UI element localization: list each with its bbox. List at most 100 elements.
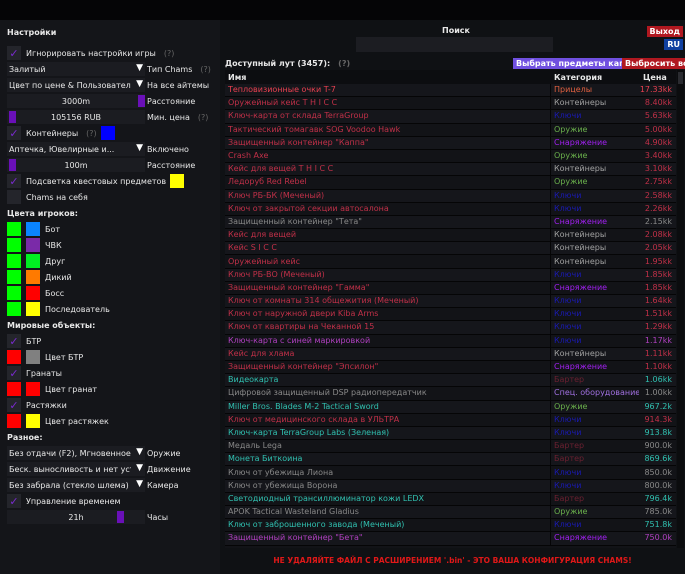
table-row[interactable]: Miller Bros. Blades M-2 Tactical Sword Ор… [225, 400, 676, 414]
quest-highlight-checkbox[interactable]: ✓ [7, 174, 21, 188]
btr-color-swatch-2[interactable] [26, 350, 40, 364]
scrollbar-thumb[interactable] [678, 72, 683, 84]
table-row[interactable]: Защищенный контейнер "Бета" Снаряжение 750… [225, 532, 676, 546]
item-price: 3.10kk [644, 164, 672, 174]
player-color-swatch[interactable] [7, 302, 21, 316]
table-row[interactable]: Защищенный контейнер "Эпсилон" Снаряжение… [225, 360, 676, 375]
table-row[interactable]: Оружейный кейс T H I C C Контейнеры 8.40kk [225, 97, 676, 111]
table-row[interactable]: Кейс для вещей T H I C C Контейнеры 3.10kk [225, 163, 676, 177]
help-icon[interactable]: (?) [163, 48, 175, 58]
quest-color-swatch[interactable] [170, 174, 185, 188]
column-price[interactable]: Цена [643, 72, 667, 82]
player-color-swatch[interactable] [7, 222, 21, 236]
movement-select[interactable]: Беск. выносливость и нет уста: ▼ [7, 462, 145, 476]
table-row[interactable]: Crash Axe Оружие 3.40kk [225, 149, 676, 164]
table-row[interactable]: Защищенный контейнер "Тета" Снаряжение 2.1… [225, 215, 676, 230]
table-row[interactable]: Ключ от закрытой секции автосалона Ключи 2… [225, 202, 676, 216]
help-icon[interactable]: (?) [86, 128, 97, 138]
table-row[interactable]: Ключ РБ-ВО (Меченый) Ключи 1.85kk [225, 268, 676, 282]
player-color-swatch-2[interactable] [26, 254, 40, 268]
help-icon[interactable]: (?) [338, 59, 351, 68]
table-row[interactable]: Видеокарта Бартер 1.06kk [225, 374, 676, 388]
table-row[interactable]: Ключ-карта с синей маркировкой Ключи 1.17k… [225, 334, 676, 348]
grenade-color-swatch[interactable] [7, 382, 21, 396]
slider-handle[interactable] [9, 159, 16, 171]
player-color-swatch[interactable] [7, 270, 21, 284]
tripwire-color-label: Цвет растяжек [45, 416, 109, 426]
distance-slider[interactable]: 3000m [7, 94, 145, 108]
player-color-swatch-2[interactable] [26, 302, 40, 316]
tripwire-color-swatch[interactable] [7, 414, 21, 428]
table-row[interactable]: Светодиодный трансиллюминатор кожи LEDX Б… [225, 492, 676, 506]
table-row[interactable]: Ключ от комнаты 314 общежития (Меченый) К… [225, 295, 676, 309]
chams-self-checkbox[interactable] [7, 190, 21, 204]
table-row[interactable]: Кейс для вещей Контейнеры 2.08kk [225, 229, 676, 243]
grenades-checkbox[interactable]: ✓ [7, 366, 21, 380]
table-row[interactable]: Защищенный контейнер "Каппа" Снаряжение 4.… [225, 136, 676, 150]
table-row[interactable]: Ключ от медицинского склада в УЛЬТРА Ключ… [225, 413, 676, 427]
chams-type-select[interactable]: Залитый ▼ [7, 62, 145, 76]
table-row[interactable]: Ключ от заброшенного завода (Меченый) Клю… [225, 519, 676, 533]
item-name: Защищенный контейнер "Каппа" [225, 136, 551, 149]
btr-checkbox[interactable]: ✓ [7, 334, 21, 348]
color-mode-select[interactable]: Цвет по цене & Пользовательс ▼ [7, 78, 145, 92]
exit-button[interactable]: Выход [646, 26, 683, 37]
player-color-swatch[interactable] [7, 254, 21, 268]
container-distance-slider[interactable]: 100m [7, 158, 145, 172]
table-row[interactable]: Тепловизионные очки T-7 Прицелы 17.33kk [225, 84, 676, 98]
table-row[interactable]: Ключ-карта TerraGroup Labs (Зеленая) Ключ… [225, 426, 676, 441]
table-row[interactable]: Защищенный контейнер "Гамма" Снаряжение 1.… [225, 281, 676, 295]
item-name: Монета Биткоина [225, 453, 551, 466]
player-color-swatch-2[interactable] [26, 270, 40, 284]
dropdown-arrow-icon: ▼ [136, 479, 143, 489]
table-row[interactable]: Кейс для хлама Контейнеры 1.11kk [225, 347, 676, 361]
table-row[interactable]: Монета Биткоина Бартер 869.6k [225, 453, 676, 467]
column-name[interactable]: Имя [228, 72, 247, 82]
table-row[interactable]: APOK Tactical Wasteland Gladius Оружие 785… [225, 506, 676, 520]
time-control-checkbox[interactable]: ✓ [7, 494, 21, 508]
item-price: 1.85kk [644, 269, 672, 279]
player-color-swatch[interactable] [7, 286, 21, 300]
table-row[interactable]: Ключ от убежища Лиона Ключи 850.0k [225, 466, 676, 480]
tripwires-checkbox[interactable]: ✓ [7, 398, 21, 412]
item-category: Ключи [554, 322, 582, 332]
player-type-label: ЧВК [45, 240, 62, 250]
player-color-swatch-2[interactable] [26, 222, 40, 236]
grenade-color-swatch-2[interactable] [26, 382, 40, 396]
table-row[interactable]: Ключ РБ-БК (Меченый) Ключи 2.58kk [225, 189, 676, 203]
slider-handle[interactable] [9, 111, 16, 123]
table-row[interactable]: Оружейный кейс Контейнеры 1.95kk [225, 255, 676, 269]
language-button[interactable]: RU [664, 39, 683, 50]
container-types-select[interactable]: Аптечка, Ювелирные и... ▼ [7, 142, 145, 156]
slider-handle[interactable] [117, 511, 124, 523]
table-row[interactable]: Ключ от квартиры на Чеканной 15 Ключи 1.29… [225, 321, 676, 335]
drop-all-button[interactable]: Выбросить все [622, 58, 685, 69]
slider-handle[interactable] [138, 95, 145, 107]
weapon-select[interactable]: Без отдачи (F2), Мгновенное п ▼ [7, 446, 145, 460]
select-kappa-button[interactable]: Выбрать предметы каппа [513, 58, 639, 69]
table-row[interactable]: Цифровой защищенный DSP радиопередатчик С… [225, 387, 676, 401]
tripwire-color-swatch-2[interactable] [26, 414, 40, 428]
hours-slider[interactable]: 21h [7, 510, 145, 524]
table-row[interactable]: Ключ от наружной двери Kiba Arms Ключи 1.5… [225, 308, 676, 322]
ignore-game-checkbox[interactable]: ✓ [7, 46, 21, 60]
column-category[interactable]: Категория [554, 72, 603, 82]
table-row[interactable]: Ключ от убежища Ворона Ключи 800.0k [225, 479, 676, 493]
container-color-swatch[interactable] [100, 126, 115, 140]
search-input[interactable] [356, 37, 553, 52]
containers-checkbox[interactable]: ✓ [7, 126, 21, 140]
select-value: Без забрала (стекло шлема) [9, 480, 129, 490]
table-row[interactable]: Ледоруб Red Rebel Оружие 2.75kk [225, 176, 676, 190]
btr-color-swatch[interactable] [7, 350, 21, 364]
player-color-swatch-2[interactable] [26, 238, 40, 252]
table-row[interactable]: Тактический томагавк SOG Voodoo Hawk Оруж… [225, 123, 676, 137]
item-category: Оружие [554, 124, 588, 134]
scrollbar[interactable] [677, 70, 684, 548]
min-price-slider[interactable]: 105156 RUB [7, 110, 145, 124]
table-row[interactable]: Медаль Lega Бартер 900.0k [225, 440, 676, 454]
table-row[interactable]: Кейс S I C C Контейнеры 2.05kk [225, 242, 676, 256]
player-color-swatch-2[interactable] [26, 286, 40, 300]
table-row[interactable]: Ключ-карта от склада TerraGroup Ключи 5.63… [225, 110, 676, 124]
camera-select[interactable]: Без забрала (стекло шлема) ▼ [7, 478, 145, 492]
player-color-swatch[interactable] [7, 238, 21, 252]
